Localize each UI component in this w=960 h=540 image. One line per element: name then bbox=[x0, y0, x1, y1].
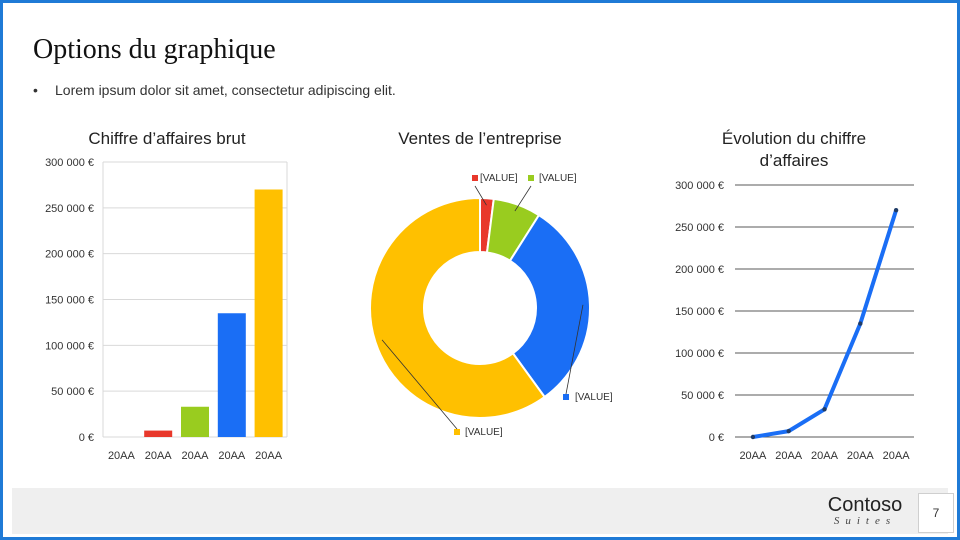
line-point bbox=[822, 407, 827, 412]
bar-y-tick-label: 150 000 € bbox=[45, 295, 94, 307]
donut-label-marker bbox=[563, 394, 569, 400]
bar-mark bbox=[254, 189, 283, 437]
donut-data-label: [VALUE] bbox=[465, 427, 503, 438]
line-x-tick-label: 20AA bbox=[739, 450, 767, 462]
bar-x-tick-label: 20AA bbox=[255, 450, 283, 462]
bar-x-tick-label: 20AA bbox=[108, 450, 136, 462]
line-x-tick-label: 20AA bbox=[811, 450, 839, 462]
bar-mark bbox=[217, 313, 246, 437]
donut-chart-title: Ventes de l’entreprise bbox=[398, 129, 562, 148]
line-point bbox=[750, 434, 756, 440]
line-y-tick-label: 250 000 € bbox=[675, 222, 724, 234]
donut-slice bbox=[369, 196, 547, 419]
footer-band bbox=[12, 488, 948, 534]
brand-subtitle: Suites bbox=[833, 515, 897, 527]
line-point bbox=[786, 428, 791, 434]
bar-mark bbox=[144, 430, 173, 437]
donut-data-label: [VALUE] bbox=[539, 173, 577, 184]
bar-mark bbox=[181, 406, 209, 437]
brand-name: Contoso bbox=[827, 494, 903, 516]
page-number: 7 bbox=[918, 493, 954, 533]
line-chart-title-line2: d’affaires bbox=[760, 151, 829, 170]
line-y-tick-label: 200 000 € bbox=[675, 264, 724, 276]
donut-slice bbox=[508, 213, 591, 399]
bullet-item: • Lorem ipsum dolor sit amet, consectetur… bbox=[33, 82, 396, 98]
donut-data-label: [VALUE] bbox=[480, 173, 518, 184]
line-y-tick-label: 50 000 € bbox=[681, 390, 724, 402]
line-chart-title: Évolution du chiffre bbox=[722, 129, 866, 148]
donut-label-marker bbox=[454, 429, 460, 435]
donut-leader-line bbox=[381, 339, 458, 430]
line-x-tick-label: 20AA bbox=[847, 450, 875, 462]
slide-title: Options du graphique bbox=[33, 34, 276, 65]
line-x-tick-label: 20AA bbox=[775, 450, 803, 462]
bar-y-tick-label: 50 000 € bbox=[51, 386, 94, 398]
line-point bbox=[893, 208, 899, 213]
bar-y-tick-label: 200 000 € bbox=[45, 249, 94, 261]
donut-label-marker bbox=[472, 175, 478, 181]
line-y-tick-label: 150 000 € bbox=[675, 306, 724, 318]
bar-y-tick-label: 250 000 € bbox=[45, 203, 94, 215]
donut-leader-line bbox=[565, 304, 584, 395]
donut-data-label: [VALUE] bbox=[575, 392, 613, 403]
bar-chart-title: Chiffre d’affaires brut bbox=[88, 129, 245, 148]
line-series bbox=[752, 209, 899, 439]
bar-x-tick-label: 20AA bbox=[145, 450, 173, 462]
donut-leader-line bbox=[474, 185, 487, 206]
bar-y-tick-label: 0 € bbox=[79, 432, 94, 444]
bar-x-tick-label: 20AA bbox=[182, 450, 210, 462]
line-point bbox=[858, 321, 863, 326]
bar-y-tick-label: 100 000 € bbox=[45, 340, 94, 352]
donut-label-marker bbox=[528, 175, 534, 181]
line-y-tick-label: 0 € bbox=[709, 432, 724, 444]
bar-x-tick-label: 20AA bbox=[218, 450, 246, 462]
donut-leader-line bbox=[514, 185, 532, 212]
bullet-text: Lorem ipsum dolor sit amet, consectetur … bbox=[55, 82, 396, 98]
bullet-icon: • bbox=[33, 82, 38, 98]
line-x-tick-label: 20AA bbox=[883, 450, 911, 462]
line-y-tick-label: 300 000 € bbox=[675, 180, 724, 192]
brand-logo: Contoso Suites bbox=[820, 494, 910, 527]
line-y-tick-label: 100 000 € bbox=[675, 348, 724, 360]
bar-y-tick-label: 300 000 € bbox=[45, 157, 94, 169]
